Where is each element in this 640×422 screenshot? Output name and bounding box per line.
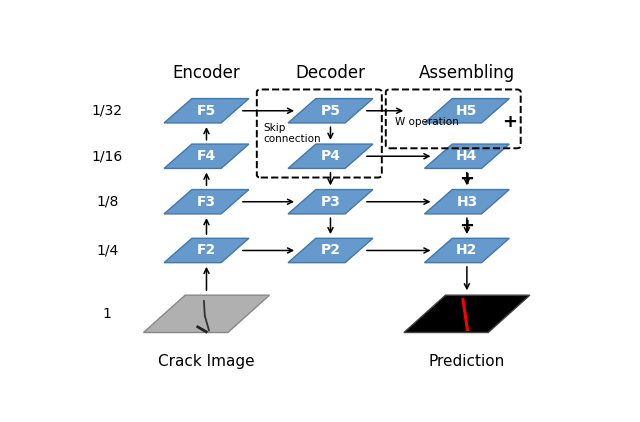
Text: Crack Image: Crack Image <box>158 354 255 369</box>
Text: P5: P5 <box>321 104 340 118</box>
Text: F3: F3 <box>197 195 216 209</box>
Text: 1/16: 1/16 <box>92 149 123 163</box>
Text: Assembling: Assembling <box>419 64 515 81</box>
Text: F2: F2 <box>197 243 216 257</box>
Text: H2: H2 <box>456 243 477 257</box>
Text: +: + <box>460 217 474 235</box>
Text: H4: H4 <box>456 149 477 163</box>
Polygon shape <box>164 189 249 214</box>
Polygon shape <box>288 99 373 123</box>
Text: F5: F5 <box>197 104 216 118</box>
Text: +: + <box>460 170 474 188</box>
Polygon shape <box>288 238 373 262</box>
Text: 1/32: 1/32 <box>92 104 123 118</box>
Text: F4: F4 <box>197 149 216 163</box>
Text: P3: P3 <box>321 195 340 209</box>
Text: P4: P4 <box>321 149 340 163</box>
Text: Skip
connection: Skip connection <box>263 123 321 144</box>
Polygon shape <box>288 144 373 168</box>
Polygon shape <box>288 189 373 214</box>
Text: 1: 1 <box>103 307 112 321</box>
Polygon shape <box>164 238 249 262</box>
Polygon shape <box>424 99 509 123</box>
Text: 1/4: 1/4 <box>96 243 118 257</box>
Polygon shape <box>424 189 509 214</box>
Text: H5: H5 <box>456 104 477 118</box>
Text: Prediction: Prediction <box>429 354 505 369</box>
Text: 1/8: 1/8 <box>96 195 118 209</box>
Polygon shape <box>424 238 509 262</box>
Text: H3: H3 <box>456 195 477 209</box>
Text: Decoder: Decoder <box>296 64 365 81</box>
Polygon shape <box>404 295 530 333</box>
Text: P2: P2 <box>321 243 340 257</box>
Text: +: + <box>502 113 516 131</box>
Polygon shape <box>424 144 509 168</box>
Polygon shape <box>164 144 249 168</box>
Polygon shape <box>143 295 269 333</box>
Text: W operation: W operation <box>395 117 458 127</box>
Polygon shape <box>164 99 249 123</box>
Text: Encoder: Encoder <box>173 64 241 81</box>
